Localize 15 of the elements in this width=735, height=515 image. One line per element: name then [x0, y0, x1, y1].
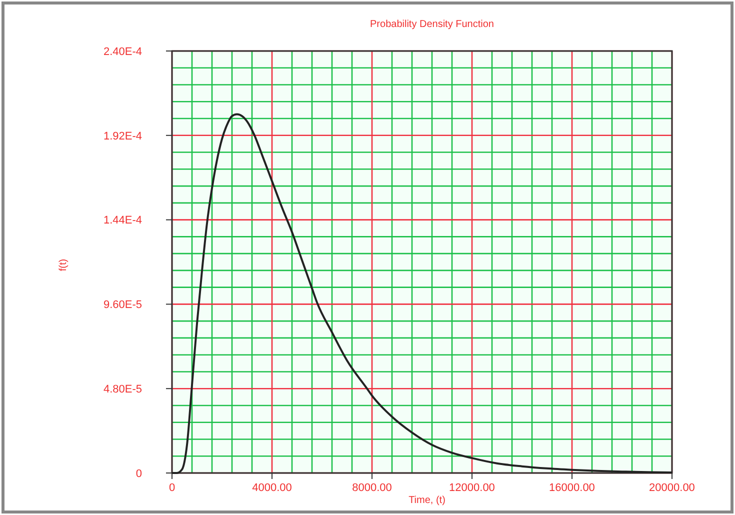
x-tick-label: 16000.00 [549, 482, 595, 494]
x-tick-label: 8000.00 [352, 482, 392, 494]
x-tick-label: 0 [168, 482, 176, 494]
x-tick-label: 12000.00 [449, 482, 495, 494]
x-tick-label: 4000.00 [252, 482, 292, 494]
chart-title: Probability Density Function [370, 19, 494, 30]
y-tick-label: 2.40E-4 [103, 46, 142, 58]
x-tick-label: 20000.00 [649, 482, 695, 494]
y-tick-label: 0 [136, 468, 142, 480]
y-tick-label: 9.60E-5 [103, 299, 142, 312]
y-tick-label: 1.92E-4 [103, 130, 142, 142]
y-tick-label: 1.44E-4 [103, 214, 142, 227]
y-axis-title: f(t) [58, 258, 69, 272]
y-tick-label: 4.80E-5 [103, 383, 142, 396]
x-axis-title: Time, (t) [408, 495, 446, 506]
